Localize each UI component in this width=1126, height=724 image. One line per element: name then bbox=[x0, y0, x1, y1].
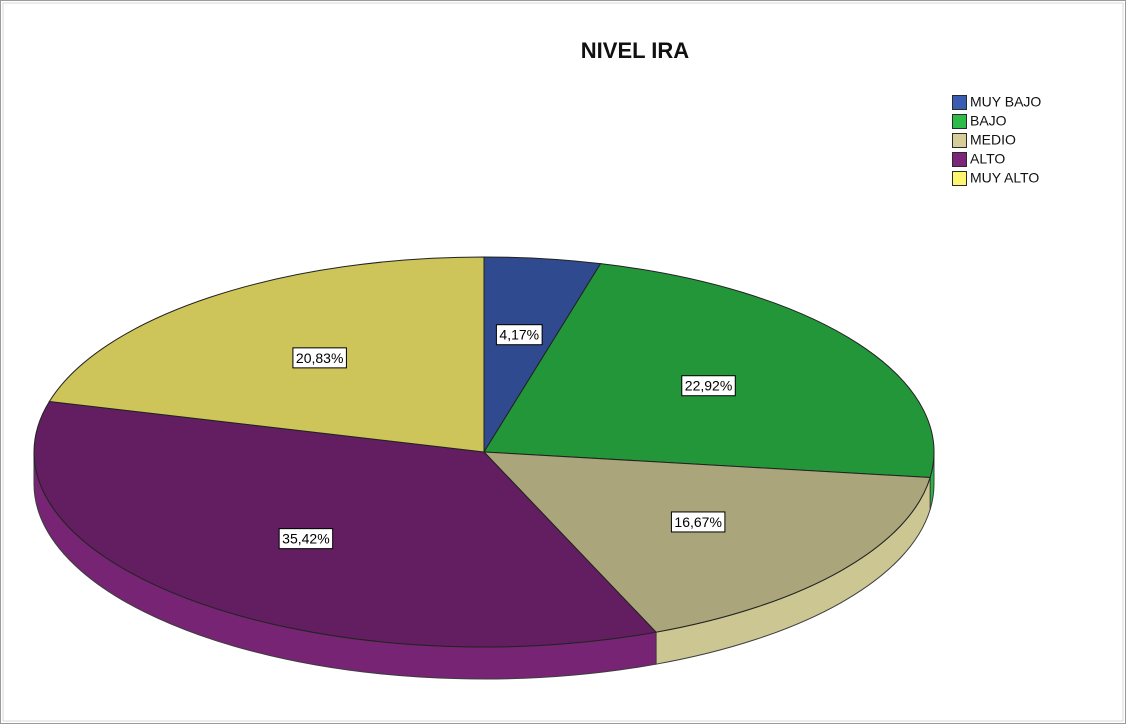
data-label: 16,67% bbox=[674, 514, 721, 530]
legend-swatch bbox=[952, 95, 967, 110]
legend-label: MEDIO bbox=[970, 132, 1016, 148]
data-label-box bbox=[292, 347, 347, 369]
data-label: 20,83% bbox=[296, 350, 343, 366]
data-label-box bbox=[495, 324, 543, 346]
legend-swatch bbox=[952, 152, 967, 167]
legend: MUY BAJO BAJO MEDIO ALTO MUY ALTO bbox=[952, 94, 1041, 186]
data-label: 4,17% bbox=[499, 327, 539, 343]
legend-label: MUY ALTO bbox=[970, 170, 1039, 186]
pie-slice bbox=[482, 451, 931, 633]
pie-tops bbox=[33, 256, 935, 648]
legend-label: ALTO bbox=[970, 151, 1005, 167]
pie-slice bbox=[33, 400, 658, 648]
data-label-box bbox=[670, 511, 726, 533]
pie-slice bbox=[483, 263, 935, 479]
legend-label: MUY BAJO bbox=[970, 94, 1041, 110]
legend-swatch bbox=[952, 114, 967, 129]
chart-title: NIVEL IRA bbox=[581, 38, 690, 63]
data-label: 22,92% bbox=[685, 378, 732, 394]
legend-swatch bbox=[952, 133, 967, 148]
data-label: 35,42% bbox=[282, 531, 329, 547]
pie-slice bbox=[48, 256, 485, 453]
legend-label: BAJO bbox=[970, 113, 1007, 129]
data-label-box bbox=[681, 375, 736, 397]
legend-swatch bbox=[952, 171, 967, 186]
data-labels: 4,17% 22,92% 16,67% 35,42% 20,83% bbox=[278, 324, 736, 550]
data-label-box bbox=[278, 528, 334, 550]
